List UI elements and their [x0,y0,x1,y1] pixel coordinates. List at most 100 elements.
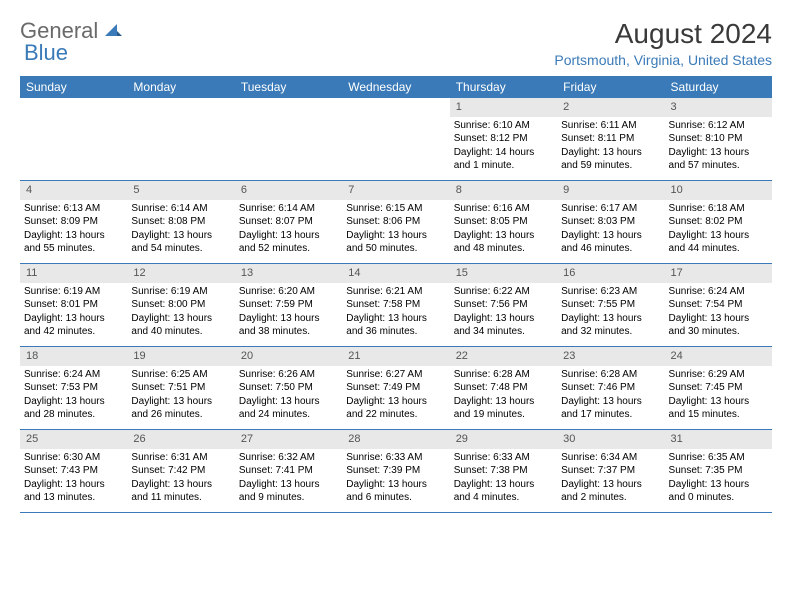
day-body: Sunrise: 6:18 AMSunset: 8:02 PMDaylight:… [665,200,772,260]
day-cell: 25Sunrise: 6:30 AMSunset: 7:43 PMDayligh… [20,430,127,512]
sunset-text: Sunset: 8:05 PM [454,215,553,229]
day-cell: 16Sunrise: 6:23 AMSunset: 7:55 PMDayligh… [557,264,664,346]
sunrise-text: Sunrise: 6:11 AM [561,119,660,133]
day-number: 24 [665,347,772,366]
day-number [20,98,127,102]
daylight-text: Daylight: 13 hours and 22 minutes. [346,395,445,422]
sunset-text: Sunset: 8:11 PM [561,132,660,146]
sunset-text: Sunset: 8:12 PM [454,132,553,146]
day-cell: 22Sunrise: 6:28 AMSunset: 7:48 PMDayligh… [450,347,557,429]
day-number: 17 [665,264,772,283]
day-cell [127,98,234,180]
sunrise-text: Sunrise: 6:12 AM [669,119,768,133]
sunrise-text: Sunrise: 6:17 AM [561,202,660,216]
day-body: Sunrise: 6:27 AMSunset: 7:49 PMDaylight:… [342,366,449,426]
daylight-text: Daylight: 13 hours and 28 minutes. [24,395,123,422]
day-cell: 21Sunrise: 6:27 AMSunset: 7:49 PMDayligh… [342,347,449,429]
day-number: 10 [665,181,772,200]
sunrise-text: Sunrise: 6:35 AM [669,451,768,465]
weekday-header: Wednesday [342,76,449,98]
sunset-text: Sunset: 8:03 PM [561,215,660,229]
sunrise-text: Sunrise: 6:33 AM [346,451,445,465]
day-body: Sunrise: 6:19 AMSunset: 8:01 PMDaylight:… [20,283,127,343]
day-number: 30 [557,430,664,449]
day-body: Sunrise: 6:28 AMSunset: 7:46 PMDaylight:… [557,366,664,426]
day-number: 26 [127,430,234,449]
sunset-text: Sunset: 8:08 PM [131,215,230,229]
day-cell: 24Sunrise: 6:29 AMSunset: 7:45 PMDayligh… [665,347,772,429]
day-cell: 23Sunrise: 6:28 AMSunset: 7:46 PMDayligh… [557,347,664,429]
logo-sail-icon [103,22,123,43]
day-body: Sunrise: 6:26 AMSunset: 7:50 PMDaylight:… [235,366,342,426]
day-number [342,98,449,102]
day-number: 9 [557,181,664,200]
day-cell [235,98,342,180]
day-body: Sunrise: 6:14 AMSunset: 8:08 PMDaylight:… [127,200,234,260]
sunset-text: Sunset: 8:10 PM [669,132,768,146]
logo-blue-row: Blue [24,40,68,66]
day-cell: 14Sunrise: 6:21 AMSunset: 7:58 PMDayligh… [342,264,449,346]
day-body: Sunrise: 6:14 AMSunset: 8:07 PMDaylight:… [235,200,342,260]
day-body: Sunrise: 6:12 AMSunset: 8:10 PMDaylight:… [665,117,772,177]
day-cell: 27Sunrise: 6:32 AMSunset: 7:41 PMDayligh… [235,430,342,512]
week-row: 4Sunrise: 6:13 AMSunset: 8:09 PMDaylight… [20,181,772,264]
day-body: Sunrise: 6:25 AMSunset: 7:51 PMDaylight:… [127,366,234,426]
day-body: Sunrise: 6:24 AMSunset: 7:54 PMDaylight:… [665,283,772,343]
sunrise-text: Sunrise: 6:29 AM [669,368,768,382]
sunrise-text: Sunrise: 6:23 AM [561,285,660,299]
sunrise-text: Sunrise: 6:15 AM [346,202,445,216]
day-number: 6 [235,181,342,200]
day-cell: 5Sunrise: 6:14 AMSunset: 8:08 PMDaylight… [127,181,234,263]
sunrise-text: Sunrise: 6:31 AM [131,451,230,465]
sunrise-text: Sunrise: 6:24 AM [24,368,123,382]
daylight-text: Daylight: 13 hours and 52 minutes. [239,229,338,256]
sunset-text: Sunset: 8:07 PM [239,215,338,229]
day-cell: 9Sunrise: 6:17 AMSunset: 8:03 PMDaylight… [557,181,664,263]
day-body: Sunrise: 6:21 AMSunset: 7:58 PMDaylight:… [342,283,449,343]
daylight-text: Daylight: 13 hours and 6 minutes. [346,478,445,505]
sunset-text: Sunset: 7:41 PM [239,464,338,478]
daylight-text: Daylight: 13 hours and 4 minutes. [454,478,553,505]
daylight-text: Daylight: 13 hours and 38 minutes. [239,312,338,339]
daylight-text: Daylight: 13 hours and 54 minutes. [131,229,230,256]
calendar: Sunday Monday Tuesday Wednesday Thursday… [20,76,772,513]
daylight-text: Daylight: 13 hours and 50 minutes. [346,229,445,256]
sunset-text: Sunset: 7:38 PM [454,464,553,478]
day-body: Sunrise: 6:34 AMSunset: 7:37 PMDaylight:… [557,449,664,509]
sunrise-text: Sunrise: 6:32 AM [239,451,338,465]
sunset-text: Sunset: 7:51 PM [131,381,230,395]
day-cell: 10Sunrise: 6:18 AMSunset: 8:02 PMDayligh… [665,181,772,263]
sunset-text: Sunset: 8:09 PM [24,215,123,229]
sunset-text: Sunset: 8:06 PM [346,215,445,229]
daylight-text: Daylight: 14 hours and 1 minute. [454,146,553,173]
day-number: 13 [235,264,342,283]
sunrise-text: Sunrise: 6:20 AM [239,285,338,299]
daylight-text: Daylight: 13 hours and 30 minutes. [669,312,768,339]
sunrise-text: Sunrise: 6:14 AM [131,202,230,216]
day-number: 15 [450,264,557,283]
day-body: Sunrise: 6:28 AMSunset: 7:48 PMDaylight:… [450,366,557,426]
weekday-header: Saturday [665,76,772,98]
sunset-text: Sunset: 7:43 PM [24,464,123,478]
day-number: 19 [127,347,234,366]
day-number: 5 [127,181,234,200]
sunrise-text: Sunrise: 6:14 AM [239,202,338,216]
day-cell: 3Sunrise: 6:12 AMSunset: 8:10 PMDaylight… [665,98,772,180]
sunset-text: Sunset: 7:50 PM [239,381,338,395]
day-number: 31 [665,430,772,449]
day-number: 14 [342,264,449,283]
sunrise-text: Sunrise: 6:19 AM [131,285,230,299]
sunset-text: Sunset: 7:39 PM [346,464,445,478]
logo-text-blue: Blue [24,40,68,65]
weekday-header: Sunday [20,76,127,98]
day-number: 3 [665,98,772,117]
day-number [127,98,234,102]
weekday-header: Monday [127,76,234,98]
day-cell [20,98,127,180]
header: General August 2024 Portsmouth, Virginia… [20,18,772,68]
sunset-text: Sunset: 7:49 PM [346,381,445,395]
day-number: 4 [20,181,127,200]
weekday-header-row: Sunday Monday Tuesday Wednesday Thursday… [20,76,772,98]
day-number: 1 [450,98,557,117]
day-cell: 12Sunrise: 6:19 AMSunset: 8:00 PMDayligh… [127,264,234,346]
